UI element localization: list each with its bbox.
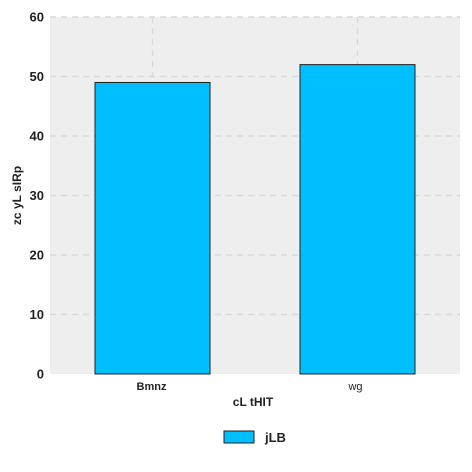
y-tick-label: 10: [30, 307, 44, 322]
y-tick-label: 0: [37, 367, 44, 382]
legend: jLB: [223, 430, 286, 445]
bars: [94, 64, 416, 375]
bar-wg: [299, 64, 416, 375]
y-tick-label: 50: [30, 69, 44, 84]
x-axis-title: cL tHIT: [233, 395, 274, 409]
x-tick-label: Bmnz: [137, 381, 167, 393]
y-tick-label: 40: [30, 129, 44, 144]
y-tick-label: 30: [30, 188, 44, 203]
y-tick-label: 60: [30, 10, 44, 25]
legend-label: jLB: [264, 430, 286, 445]
y-tick-labels: 0 10 20 30 40 50 60: [30, 10, 44, 382]
y-axis-title: zc yL sIRp: [10, 166, 24, 225]
x-tick-labels: Bmnz wg: [137, 381, 363, 393]
bar-bmnz: [94, 81, 211, 375]
legend-swatch: [223, 430, 255, 444]
y-tick-label: 20: [30, 248, 44, 263]
x-tick-label: wg: [347, 381, 362, 393]
